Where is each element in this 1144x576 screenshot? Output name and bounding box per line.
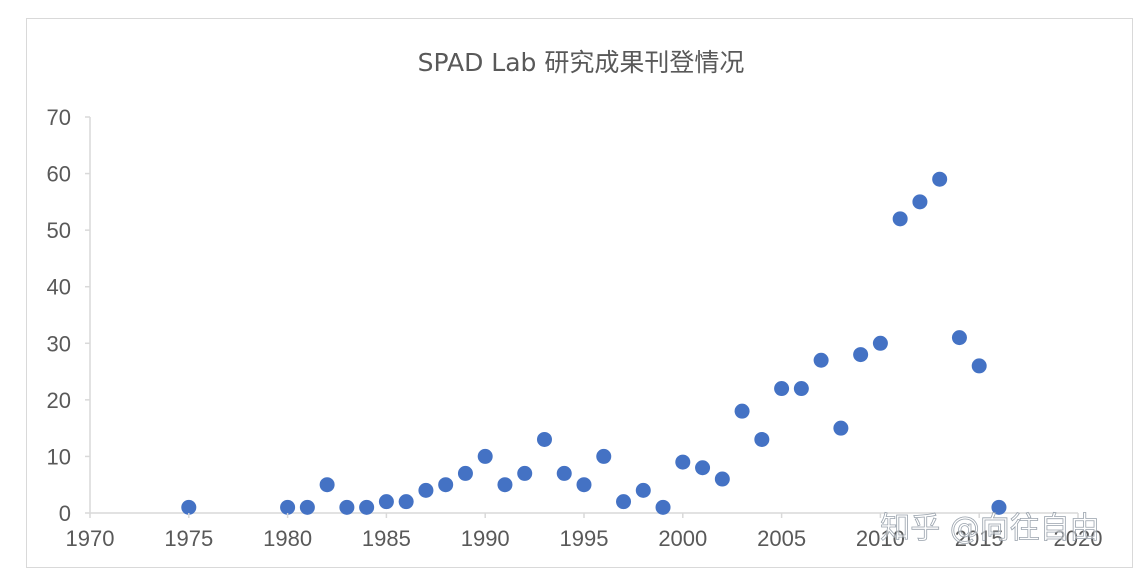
data-point [892, 211, 908, 227]
y-tick-label: 70 [47, 105, 71, 130]
x-tick-label: 2010 [856, 526, 905, 551]
data-point [774, 381, 790, 397]
x-tick-label: 1985 [362, 526, 411, 551]
data-point [398, 494, 414, 510]
data-point [339, 499, 355, 515]
data-point [971, 358, 987, 374]
x-tick-label: 1980 [263, 526, 312, 551]
data-point [616, 494, 632, 510]
x-tick-label: 2020 [1054, 526, 1103, 551]
x-tick-label: 1970 [66, 526, 115, 551]
x-axis-ticks: 1970 1975 1980 1985 1990 1995 2000 2005 2010 2015… [66, 513, 1103, 551]
y-tick-label: 0 [59, 501, 71, 526]
y-tick-label: 50 [47, 218, 71, 243]
data-point [299, 499, 315, 515]
data-point [912, 194, 928, 210]
data-point [438, 477, 454, 493]
x-tick-label: 1975 [164, 526, 213, 551]
data-point [932, 171, 948, 187]
y-axis-ticks: 0 10 20 30 40 50 60 70 [47, 105, 90, 526]
data-point [497, 477, 513, 493]
data-point [872, 335, 888, 351]
data-point [596, 448, 612, 464]
data-point [418, 482, 434, 498]
data-point [378, 494, 394, 510]
y-tick-label: 40 [47, 275, 71, 300]
data-point [655, 499, 671, 515]
data-point [359, 499, 375, 515]
x-tick-label: 2000 [658, 526, 707, 551]
data-point [536, 431, 552, 447]
data-point [853, 347, 869, 363]
data-point [576, 477, 592, 493]
x-tick-label: 1990 [461, 526, 510, 551]
data-point [457, 465, 473, 481]
data-point [280, 499, 296, 515]
data-point [477, 448, 493, 464]
data-points [181, 171, 1007, 515]
x-tick-label: 1995 [560, 526, 609, 551]
y-tick-label: 20 [47, 388, 71, 413]
data-point [833, 420, 849, 436]
data-point [517, 465, 533, 481]
data-point [181, 499, 197, 515]
chart-title: SPAD Lab 研究成果刊登情况 [418, 48, 745, 77]
data-point [951, 330, 967, 346]
y-tick-label: 60 [47, 162, 71, 187]
x-tick-label: 2015 [955, 526, 1004, 551]
data-point [675, 454, 691, 470]
data-point [556, 465, 572, 481]
data-point [635, 482, 651, 498]
data-point [754, 431, 770, 447]
data-point [734, 403, 750, 419]
data-point [695, 460, 711, 476]
data-point [793, 381, 809, 397]
axes [89, 117, 1078, 514]
watermark-text: 知乎 @向往自由 [880, 511, 1100, 546]
y-tick-label: 10 [47, 444, 71, 469]
chart-frame [26, 18, 1133, 568]
x-tick-label: 2005 [757, 526, 806, 551]
y-tick-label: 30 [47, 331, 71, 356]
data-point [991, 499, 1007, 515]
data-point [319, 477, 335, 493]
data-point [714, 471, 730, 487]
data-point [813, 352, 829, 368]
